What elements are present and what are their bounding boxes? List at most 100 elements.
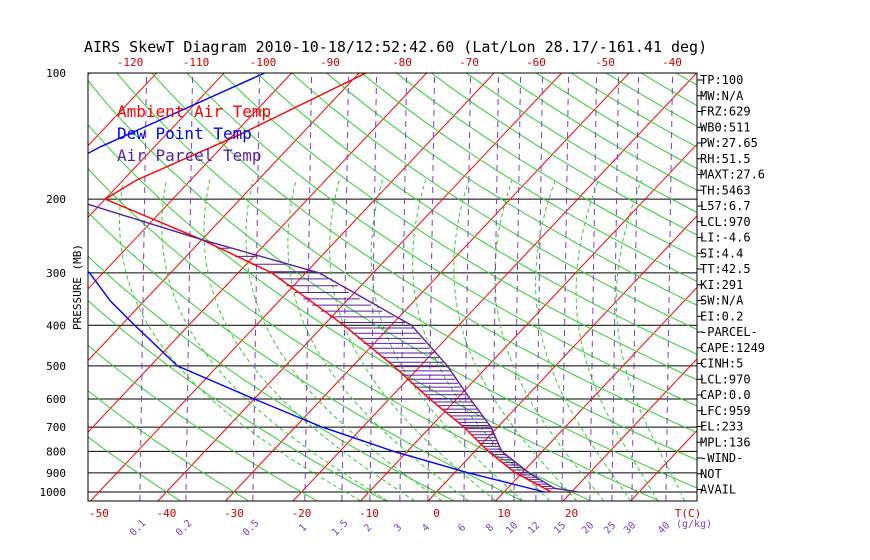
index-label: TT:42.5 bbox=[700, 262, 751, 276]
mixing-ratio-line bbox=[427, 73, 436, 501]
dry-adiabat-line bbox=[88, 167, 592, 501]
moist-adiabat-line bbox=[287, 179, 469, 501]
index-label: TH:5463 bbox=[700, 183, 751, 197]
mixing-ratio-tick-label: 10 bbox=[504, 520, 520, 536]
index-label: KI:291 bbox=[700, 278, 743, 292]
isotherm-line bbox=[562, 358, 697, 501]
dry-adiabat-line bbox=[151, 73, 697, 434]
plot-frame bbox=[87, 72, 698, 502]
isotherm-line bbox=[766, 54, 870, 501]
dew-point-temp-line bbox=[88, 73, 545, 493]
temp-top-tick-label: -40 bbox=[662, 56, 682, 69]
dry-adiabat-line bbox=[290, 73, 697, 331]
mixing-ratio-line bbox=[304, 73, 313, 501]
dry-adiabat-line bbox=[88, 299, 386, 501]
index-label: CAP:0.0 bbox=[700, 388, 751, 402]
dry-adiabat-line bbox=[88, 390, 249, 501]
mixing-ratio-tick-label: 1.5 bbox=[330, 518, 351, 539]
isotherm-line bbox=[0, 54, 40, 501]
index-label: PW:27.65 bbox=[700, 136, 758, 150]
dry-adiabat-line bbox=[674, 73, 697, 86]
dry-adiabat-line bbox=[813, 54, 870, 501]
index-label: NOT bbox=[700, 467, 722, 481]
isotherm-line bbox=[88, 73, 158, 147]
pressure-tick-label: 1000 bbox=[40, 486, 67, 499]
mixing-ratio-line bbox=[252, 73, 261, 501]
index-label: MW:N/A bbox=[700, 89, 744, 103]
dry-adiabat-line bbox=[88, 255, 455, 501]
mixing-ratio-tick-label: 0.5 bbox=[241, 518, 262, 539]
index-label: SI:4.4 bbox=[700, 246, 743, 260]
mixing-ratio-line bbox=[535, 73, 544, 501]
index-label: SW:N/A bbox=[700, 294, 744, 308]
index-label: LCL:970 bbox=[700, 215, 751, 229]
temp-top-tick-label: -120 bbox=[117, 56, 144, 69]
mixing-ratio-line bbox=[513, 73, 522, 501]
moist-adiabat-line bbox=[575, 179, 659, 501]
moist-adiabat-line bbox=[412, 179, 550, 501]
dry-adiabat-line bbox=[746, 54, 870, 501]
temp-top-tick-label: -70 bbox=[459, 56, 479, 69]
dry-adiabat-line bbox=[360, 73, 697, 282]
pressure-tick-label: 800 bbox=[46, 445, 66, 458]
pressure-tick-label: 100 bbox=[46, 67, 66, 80]
temp-bottom-tick-label: -20 bbox=[292, 507, 312, 520]
mixing-ratio-line bbox=[399, 73, 408, 501]
mixing-ratio-line bbox=[185, 73, 194, 501]
mixing-ratio-line bbox=[631, 73, 640, 501]
index-label: LCL:970 bbox=[700, 372, 751, 386]
dry-adiabat-line bbox=[88, 79, 697, 489]
index-label: EL:233 bbox=[700, 420, 743, 434]
mixing-ratio-tick-label: 25 bbox=[602, 520, 618, 536]
moist-adiabat-line bbox=[494, 179, 605, 501]
temp-top-tick-label: -100 bbox=[250, 56, 277, 69]
isotherm-line bbox=[88, 73, 293, 290]
dry-adiabat-line bbox=[221, 73, 697, 381]
pressure-tick-label: 900 bbox=[46, 467, 66, 480]
dry-adiabat-line bbox=[780, 54, 870, 501]
pressure-tick-label: 600 bbox=[46, 393, 66, 406]
mixing-ratio-tick-label: 0.1 bbox=[128, 518, 149, 539]
mixing-ratio-tick-label: 20 bbox=[580, 520, 596, 536]
index-label: FRZ:629 bbox=[700, 105, 751, 119]
mixing-ratio-tick-label: 30 bbox=[622, 520, 638, 536]
ambient-air-temp-line bbox=[103, 73, 552, 493]
legend-entry: Ambient Air Temp bbox=[117, 102, 271, 121]
temp-top-tick-label: -60 bbox=[526, 56, 546, 69]
temp-bottom-tick-label: -50 bbox=[89, 507, 109, 520]
dry-adiabat-line bbox=[88, 123, 660, 501]
index-label: AVAIL bbox=[700, 483, 736, 497]
mixing-ratio-line bbox=[589, 73, 598, 501]
moist-adiabat-line bbox=[615, 179, 686, 501]
mixing-ratio-line bbox=[463, 73, 472, 501]
temp-bottom-tick-label: 10 bbox=[497, 507, 510, 520]
temp-bottom-tick-label: -40 bbox=[157, 507, 177, 520]
isotherm-line bbox=[225, 73, 630, 501]
pressure-tick-label: 300 bbox=[46, 267, 66, 280]
dry-adiabat-line bbox=[325, 73, 697, 306]
mixing-ratio-tick-label: 12 bbox=[526, 520, 542, 536]
mixing-ratio-tick-label: 3 bbox=[392, 522, 404, 534]
mixing-ratio-tick-label: 4 bbox=[420, 522, 432, 534]
mixing-ratio-unit-label: (g/kg) bbox=[676, 519, 712, 530]
index-label: CINH:5 bbox=[700, 357, 743, 371]
dry-adiabat-line bbox=[88, 344, 318, 501]
mixing-ratio-tick-label: 8 bbox=[484, 522, 496, 534]
air-parcel-temp-line bbox=[88, 73, 579, 493]
temp-top-tick-label: -50 bbox=[595, 56, 615, 69]
index-label: EI:0.2 bbox=[700, 309, 743, 323]
temp-bottom-tick-label: -30 bbox=[224, 507, 244, 520]
mixing-ratio-line bbox=[341, 73, 350, 501]
mixing-ratio-line bbox=[665, 73, 674, 501]
temp-top-tick-label: -90 bbox=[320, 56, 340, 69]
isotherm-line bbox=[88, 73, 360, 362]
isotherm-line bbox=[88, 73, 225, 219]
dry-adiabat-line bbox=[395, 73, 697, 259]
dry-adiabat-line bbox=[116, 73, 697, 461]
chart-title: AIRS SkewT Diagram 2010-10-18/12:52:42.6… bbox=[84, 38, 707, 56]
temp-unit-label: T(C) bbox=[675, 507, 702, 520]
isotherm-line bbox=[292, 73, 697, 501]
moist-adiabat-line bbox=[329, 179, 496, 501]
